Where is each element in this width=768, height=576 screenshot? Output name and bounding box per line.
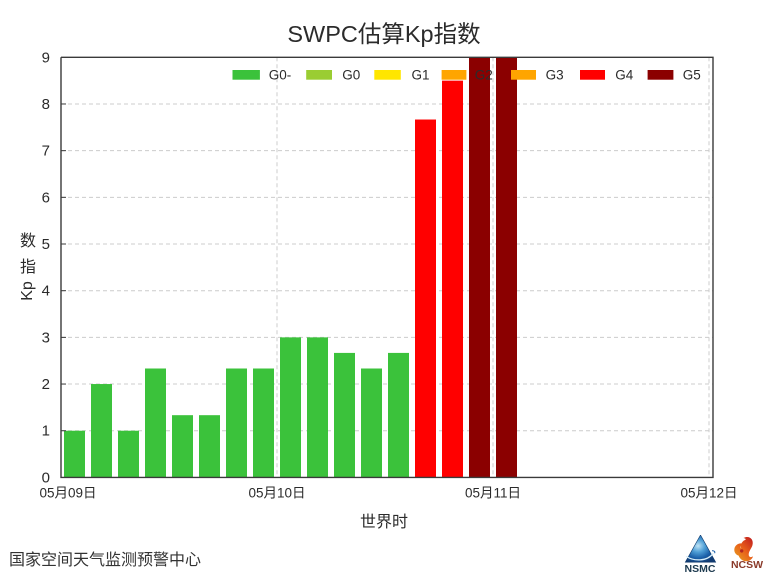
svg-text:G1: G1 (412, 68, 430, 83)
svg-text:05月11日: 05月11日 (465, 486, 521, 501)
svg-text:G0-: G0- (269, 68, 292, 83)
svg-text:NCSW: NCSW (731, 559, 763, 571)
svg-text:G5: G5 (683, 68, 701, 83)
svg-text:5: 5 (42, 236, 50, 253)
svg-text:4: 4 (42, 283, 50, 300)
svg-text:05月09日: 05月09日 (39, 486, 96, 501)
svg-text:9: 9 (42, 49, 50, 66)
svg-text:3: 3 (42, 329, 50, 346)
svg-text:05月12日: 05月12日 (680, 486, 737, 501)
svg-text:G0: G0 (342, 68, 360, 83)
svg-text:G4: G4 (615, 68, 634, 83)
svg-text:6: 6 (42, 189, 50, 206)
svg-text:G2: G2 (475, 68, 493, 83)
svg-text:1: 1 (42, 423, 50, 440)
svg-text:7: 7 (42, 143, 50, 160)
svg-text:8: 8 (42, 96, 50, 113)
svg-text:05月10日: 05月10日 (248, 486, 305, 501)
svg-text:NSMC: NSMC (685, 563, 716, 575)
svg-text:2: 2 (42, 376, 50, 393)
svg-text:0: 0 (42, 469, 50, 486)
svg-text:G3: G3 (546, 68, 564, 83)
